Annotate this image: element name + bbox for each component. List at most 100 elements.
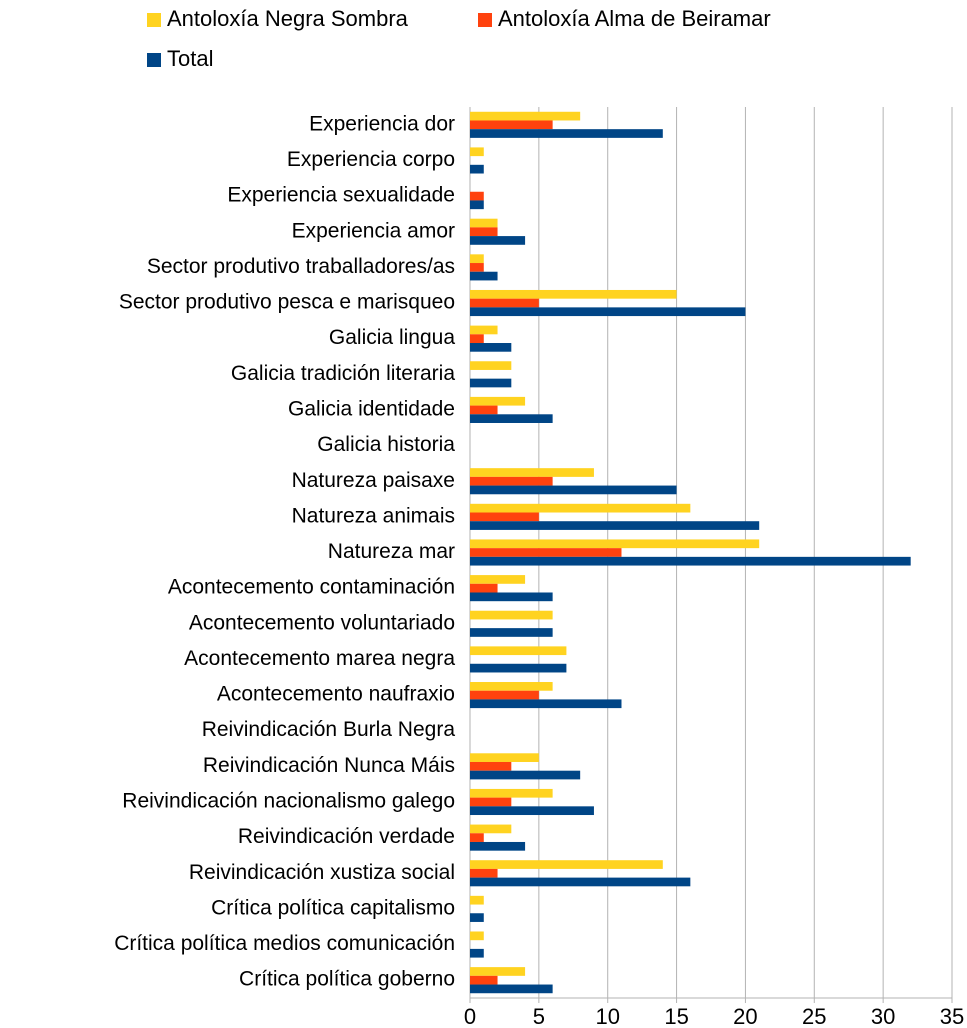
bar — [470, 860, 663, 869]
bar — [470, 646, 567, 656]
legend-swatch — [147, 53, 161, 67]
bar — [470, 770, 581, 780]
legend-swatch — [147, 13, 161, 27]
bar — [470, 833, 484, 842]
bar — [470, 824, 512, 834]
bar — [470, 984, 553, 994]
y-tick-label: Experiencia sexualidade — [227, 184, 455, 207]
bar — [470, 877, 691, 887]
y-tick-label: Natureza mar — [328, 540, 455, 563]
bar — [470, 129, 663, 138]
bar — [470, 307, 746, 317]
bar — [470, 271, 498, 281]
bar — [470, 761, 512, 771]
x-tick-label: 10 — [595, 1004, 619, 1028]
bar — [470, 405, 498, 415]
legend-label: Antoloxía Alma de Beiramar — [498, 6, 771, 31]
bar — [470, 895, 484, 905]
x-tick-label: 30 — [871, 1004, 895, 1028]
y-tick-label: Crítica política medios comunicación — [114, 932, 455, 955]
y-tick-label: Acontecemento contaminación — [168, 576, 455, 599]
y-tick-label: Experiencia corpo — [287, 148, 455, 171]
bar — [470, 539, 760, 549]
y-tick-label: Sector produtivo traballadores/as — [147, 255, 455, 278]
bar — [470, 298, 539, 308]
bar — [470, 343, 512, 352]
y-tick-label: Crítica política capitalismo — [211, 896, 455, 919]
y-tick-label: Natureza animais — [292, 504, 455, 527]
bar — [470, 378, 512, 388]
bar — [470, 503, 691, 513]
bar — [470, 682, 553, 691]
bar — [470, 476, 553, 486]
bar — [470, 521, 760, 530]
bar — [470, 868, 498, 878]
y-tick-label: Reivindicación Burla Negra — [202, 718, 456, 741]
x-tick-label: 15 — [664, 1004, 688, 1028]
bar — [470, 396, 526, 406]
bar — [470, 967, 526, 976]
bar — [470, 583, 498, 593]
bar — [470, 592, 553, 602]
bar — [470, 548, 622, 557]
x-tick-label: 20 — [733, 1004, 757, 1028]
bar — [470, 806, 594, 816]
y-tick-label: Galicia lingua — [329, 326, 455, 349]
bar — [470, 164, 484, 174]
y-tick-label: Reivindicación verdade — [238, 825, 455, 848]
bar — [470, 512, 539, 522]
bar — [470, 334, 484, 344]
bar — [470, 841, 526, 851]
bar — [470, 788, 553, 798]
bar — [470, 191, 484, 201]
y-tick-label: Reivindicación nacionalismo galego — [122, 790, 455, 813]
bar — [470, 120, 553, 130]
bar — [470, 948, 484, 958]
bar — [470, 263, 484, 272]
x-tick-label: 25 — [802, 1004, 826, 1028]
bar — [470, 289, 677, 299]
y-tick-label: Galicia identidade — [288, 397, 455, 420]
bar — [470, 218, 498, 228]
y-tick-label: Acontecemento marea negra — [184, 647, 455, 670]
bar — [470, 325, 498, 335]
y-tick-label: Acontecemento voluntariado — [189, 611, 455, 634]
y-tick-label: Reivindicación xustiza social — [189, 861, 455, 884]
bar — [470, 236, 526, 245]
bar — [470, 690, 539, 700]
y-tick-label: Natureza paisaxe — [292, 469, 455, 492]
bar — [470, 575, 526, 584]
bar — [470, 628, 553, 637]
y-tick-label: Sector produtivo pesca e marisqueo — [119, 291, 455, 314]
x-tick-label: 5 — [533, 1004, 545, 1028]
x-tick-label: 35 — [940, 1004, 964, 1028]
bar — [470, 485, 677, 495]
bar — [470, 254, 484, 264]
bar — [470, 913, 484, 922]
legend-label: Total — [167, 46, 213, 71]
y-tick-label: Crítica política goberno — [239, 968, 455, 991]
bar — [470, 699, 622, 709]
y-tick-label: Acontecemento naufraxio — [217, 683, 455, 706]
y-tick-label: Reivindicación Nunca Máis — [203, 754, 455, 777]
y-tick-label: Galicia historia — [317, 433, 455, 456]
x-tick-label: 0 — [464, 1004, 476, 1028]
y-tick-label: Experiencia amor — [292, 219, 455, 242]
bar — [470, 663, 567, 673]
bar — [470, 414, 553, 423]
bar — [470, 200, 484, 210]
legend-swatch — [478, 13, 492, 27]
bar — [470, 111, 581, 121]
bar — [470, 556, 911, 566]
y-tick-label: Galicia tradición literaria — [231, 362, 455, 385]
bar — [470, 610, 553, 620]
bar — [470, 361, 512, 370]
bar — [470, 797, 512, 807]
bar — [470, 147, 484, 157]
bar — [470, 975, 498, 985]
y-tick-label: Experiencia dor — [309, 112, 455, 135]
bar — [470, 931, 484, 941]
bar — [470, 227, 498, 237]
bar — [470, 753, 539, 762]
